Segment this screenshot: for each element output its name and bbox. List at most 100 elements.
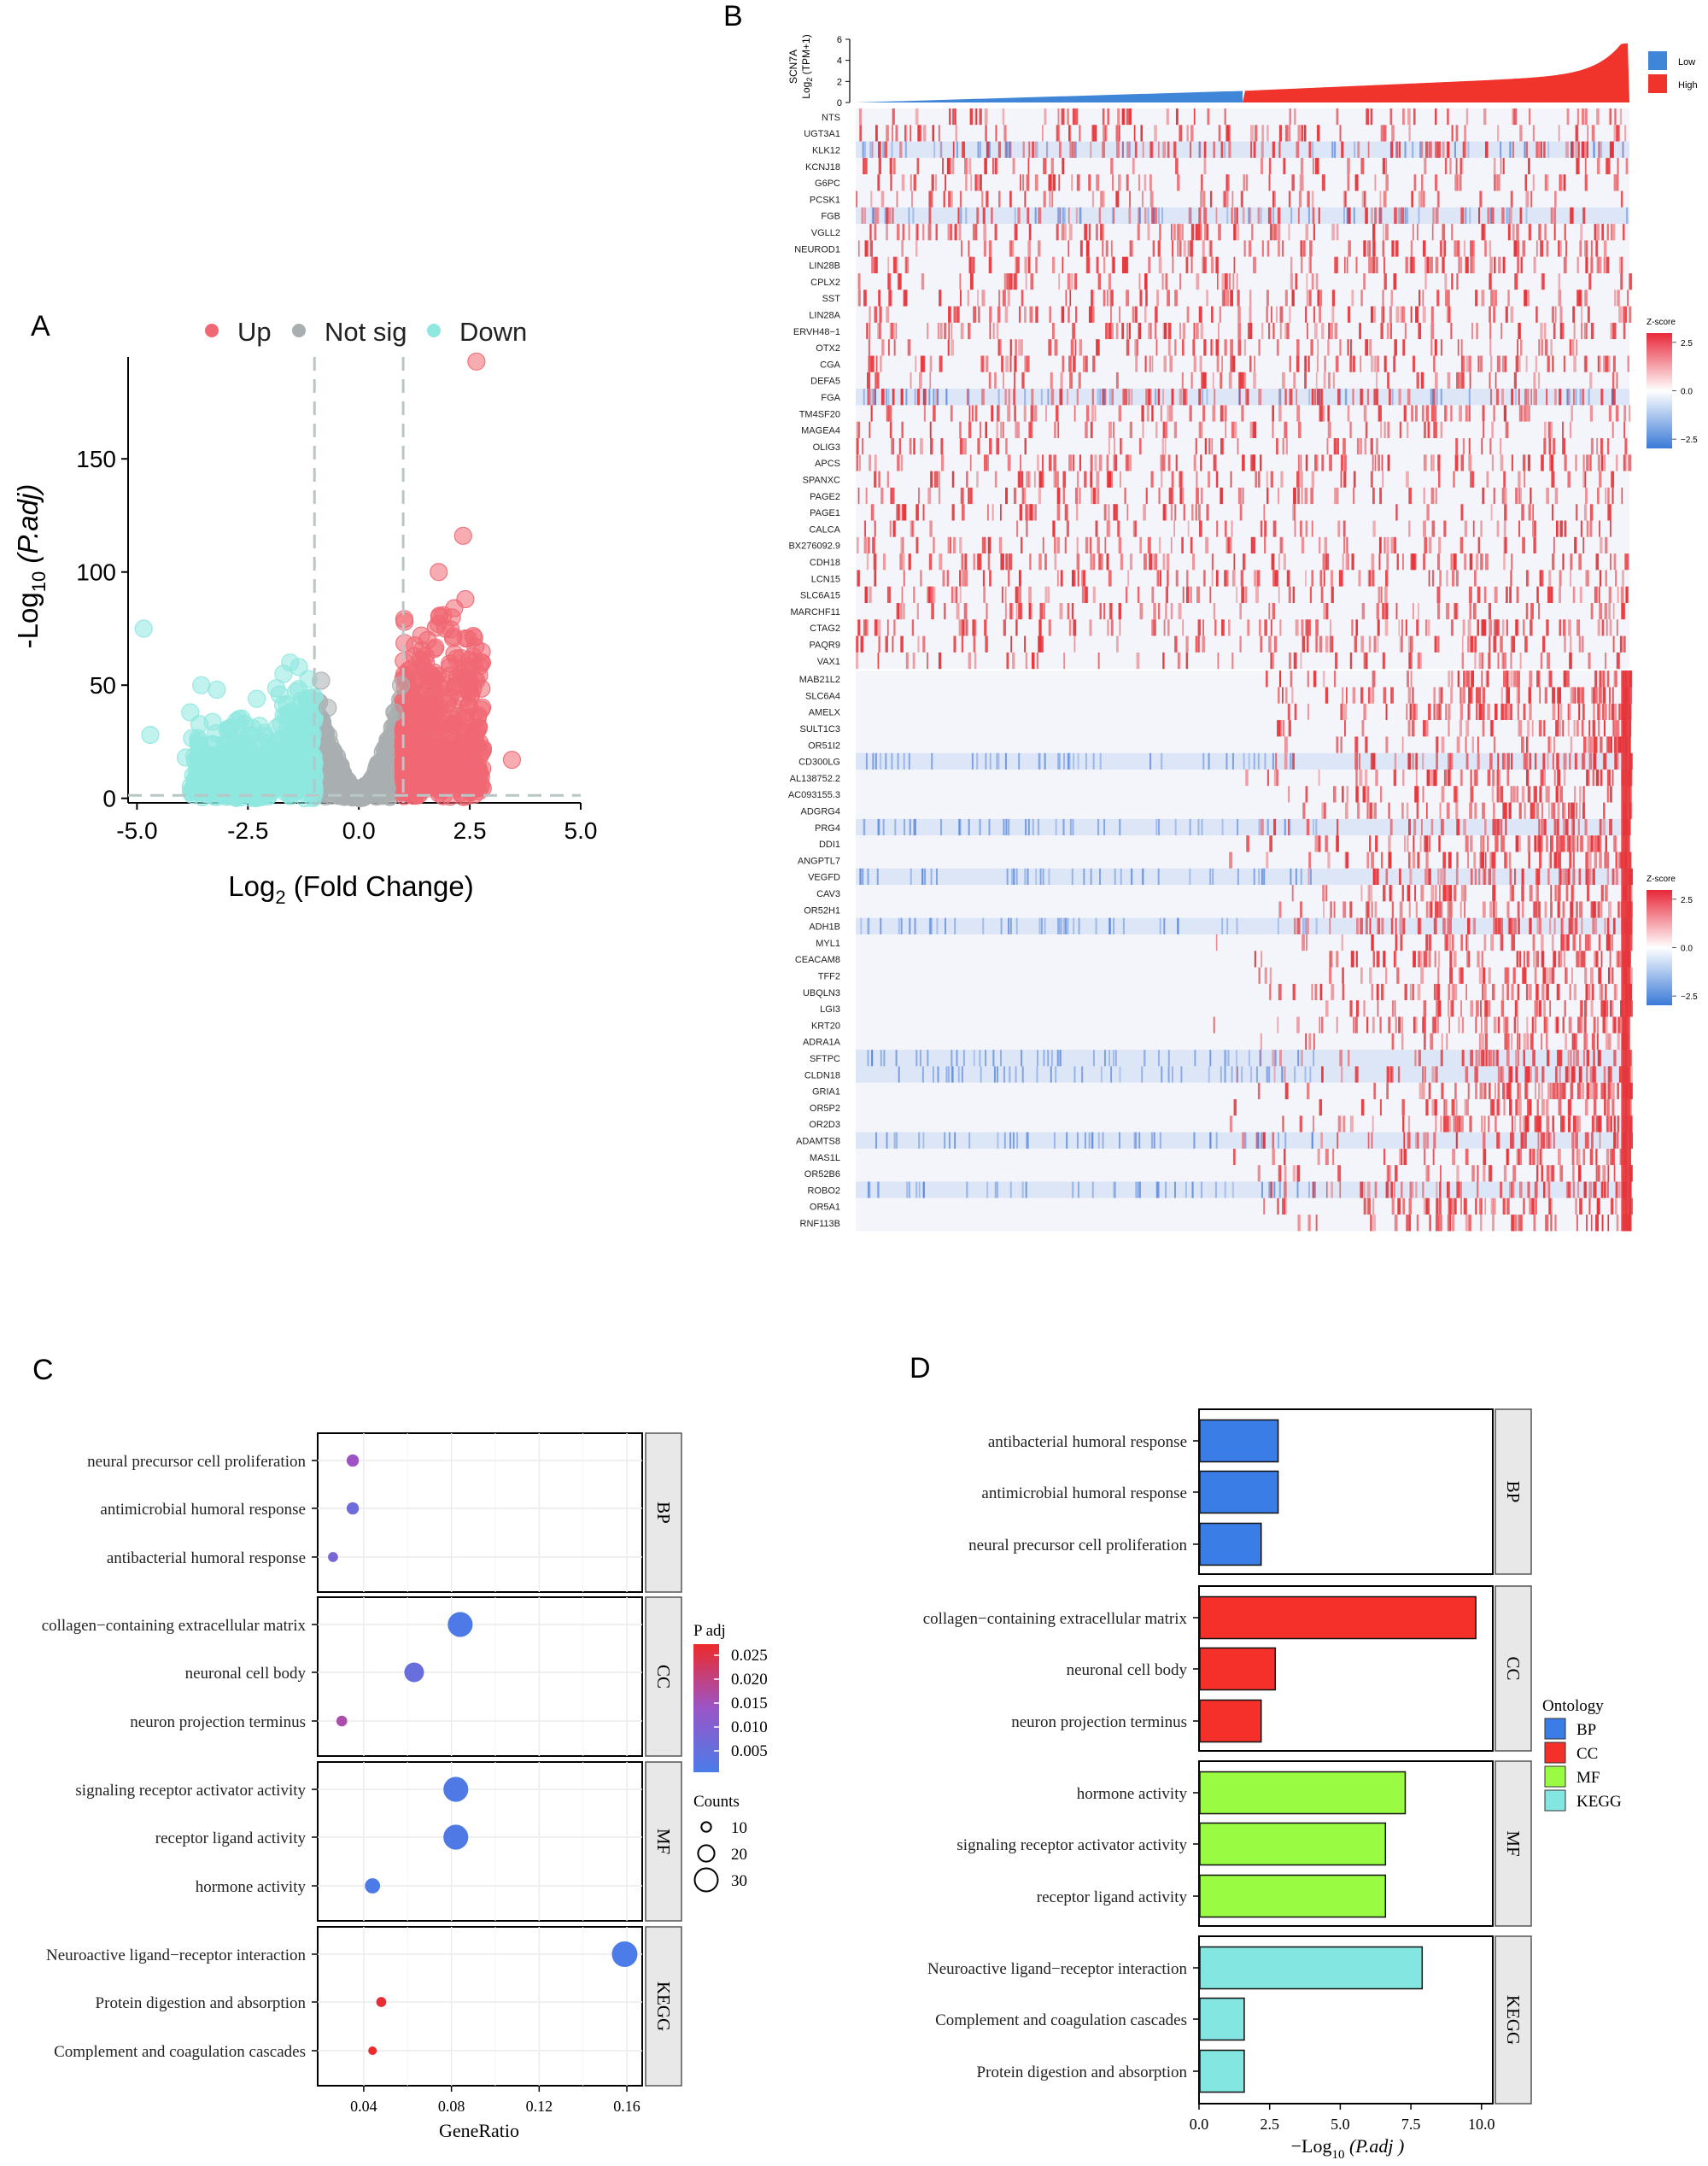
heatmap-cell-high xyxy=(1543,438,1547,455)
heatmap-cell-low xyxy=(874,389,876,406)
heatmap-cell-high xyxy=(1268,635,1272,653)
heatmap-cell-high xyxy=(1085,405,1090,422)
heatmap-cell-high xyxy=(1301,487,1303,505)
heatmap-cell-high xyxy=(1209,240,1213,257)
heatmap-cell-low xyxy=(1221,818,1224,836)
volcano-y-title-sub: 10 xyxy=(28,571,50,592)
heatmap-cell-high xyxy=(1174,339,1177,356)
heatmap-cell-high xyxy=(1171,487,1174,505)
heatmap-cell-high xyxy=(1401,802,1404,819)
heatmap-cell-high xyxy=(1376,438,1378,455)
heatmap-cell-high xyxy=(1099,603,1103,620)
heatmap-cell-high xyxy=(1224,520,1227,537)
heatmap-cell-high xyxy=(1413,174,1417,191)
heatmap-cell-low xyxy=(863,141,866,158)
heatmap-cell-high xyxy=(964,570,968,587)
heatmap-cell-high xyxy=(1342,438,1346,455)
heatmap-cell-high xyxy=(1365,207,1368,225)
heatmap-cell-high xyxy=(889,520,892,537)
heatmap-cell-low xyxy=(1077,752,1079,770)
heatmap-cell-high xyxy=(1379,190,1382,208)
heatmap-cell-high xyxy=(1282,438,1284,455)
heatmap-cell-high xyxy=(1444,157,1448,175)
heatmap-cell-high xyxy=(1547,421,1551,438)
heatmap-cell-high xyxy=(927,224,932,241)
heatmap-cell-high xyxy=(1563,256,1567,273)
heatmap-cell-high xyxy=(1121,256,1126,273)
heatmap-cell-high xyxy=(1528,157,1530,175)
heatmap-cell-high xyxy=(1347,174,1350,191)
heatmap-cell-high xyxy=(1600,438,1603,455)
heatmap-cell-high xyxy=(1149,190,1154,208)
heatmap-cell-high xyxy=(870,405,873,422)
heatmap-cell-high xyxy=(1202,240,1205,257)
heatmap-cell-high xyxy=(1598,586,1600,603)
heatmap-cell-high xyxy=(889,421,892,438)
heatmap-cell-high xyxy=(1407,421,1409,438)
volcano-point-notsig xyxy=(320,774,339,793)
heatmap-row xyxy=(856,687,1629,704)
heatmap-cell-high xyxy=(857,421,860,438)
heatmap-cell-low xyxy=(1129,141,1132,158)
heatmap-cell-high xyxy=(1442,141,1445,158)
heatmap-cell-high xyxy=(1318,770,1320,787)
heatmap-cell-high xyxy=(1103,603,1106,620)
heatmap-cell-high xyxy=(1348,207,1351,225)
heatmap-cell-low xyxy=(1339,389,1342,406)
heatmap-cell-high xyxy=(1434,635,1437,653)
heatmap-cell-high xyxy=(1441,786,1445,803)
heatmap-cell-low xyxy=(959,818,962,836)
heatmap-cell-high xyxy=(1368,635,1372,653)
volcano-legend-label-1: Not sig xyxy=(325,317,407,347)
heatmap-cell-high xyxy=(1613,703,1617,721)
heatmap-cell-high xyxy=(1394,207,1396,225)
heatmap-cell-low xyxy=(1153,207,1155,225)
heatmap-cell-high xyxy=(1008,570,1010,587)
heatmap-cell-high xyxy=(1430,818,1434,836)
heatmap-cell-high xyxy=(1606,619,1608,636)
heatmap-cell-high xyxy=(1221,355,1223,372)
heatmap-cell-high xyxy=(1253,536,1256,554)
heatmap-cell-high xyxy=(1155,421,1158,438)
heatmap-cell-high xyxy=(1024,438,1027,455)
heatmap-cell-high xyxy=(1580,520,1582,537)
heatmap-cell-high xyxy=(1157,603,1161,620)
heatmap-cell-high xyxy=(1377,619,1380,636)
heatmap-cell-high xyxy=(1590,438,1594,455)
heatmap-cell-high xyxy=(1416,224,1418,241)
heatmap-cell-high xyxy=(997,339,1000,356)
heatmap-cell-high xyxy=(986,190,989,208)
heatmap-cell-low xyxy=(1036,141,1038,158)
heatmap-cell-high xyxy=(897,603,900,620)
heatmap-cell-high xyxy=(1497,652,1500,670)
heatmap-cell-low xyxy=(1231,752,1234,770)
heatmap-cell-high xyxy=(1296,141,1300,158)
heatmap-cell-high xyxy=(1578,635,1582,653)
heatmap-cell-high xyxy=(1518,687,1520,704)
heatmap-cell-high xyxy=(1195,322,1199,340)
heatmap-cell-high xyxy=(1421,372,1424,389)
heatmap-cell-high xyxy=(988,372,991,389)
heatmap-cell-high xyxy=(1100,190,1103,208)
heatmap-cell-high xyxy=(1399,421,1402,438)
volcano-point-up xyxy=(453,526,472,545)
heatmap-cell-high xyxy=(1540,240,1544,257)
heatmap-cell-high xyxy=(915,108,919,126)
heatmap-cell-high xyxy=(908,224,910,241)
heatmap-cell-high xyxy=(938,125,940,142)
heatmap-cell-high xyxy=(886,306,890,323)
heatmap-cell-high xyxy=(874,256,878,273)
heatmap-cell-high xyxy=(1092,355,1096,372)
heatmap-cell-high xyxy=(1197,635,1200,653)
heatmap-cell-high xyxy=(1421,141,1424,158)
heatmap-cell-high xyxy=(1600,454,1604,471)
heatmap-cell-high xyxy=(1153,603,1156,620)
heatmap-cell-high xyxy=(1114,438,1115,455)
heatmap-cell-high xyxy=(1193,108,1196,126)
heatmap-cell-high xyxy=(1136,652,1140,670)
heatmap-cell-low xyxy=(937,389,939,406)
heatmap-cell-high xyxy=(1616,652,1620,670)
heatmap-cell-high xyxy=(1436,752,1439,770)
heatmap-cell-high xyxy=(1471,322,1473,340)
